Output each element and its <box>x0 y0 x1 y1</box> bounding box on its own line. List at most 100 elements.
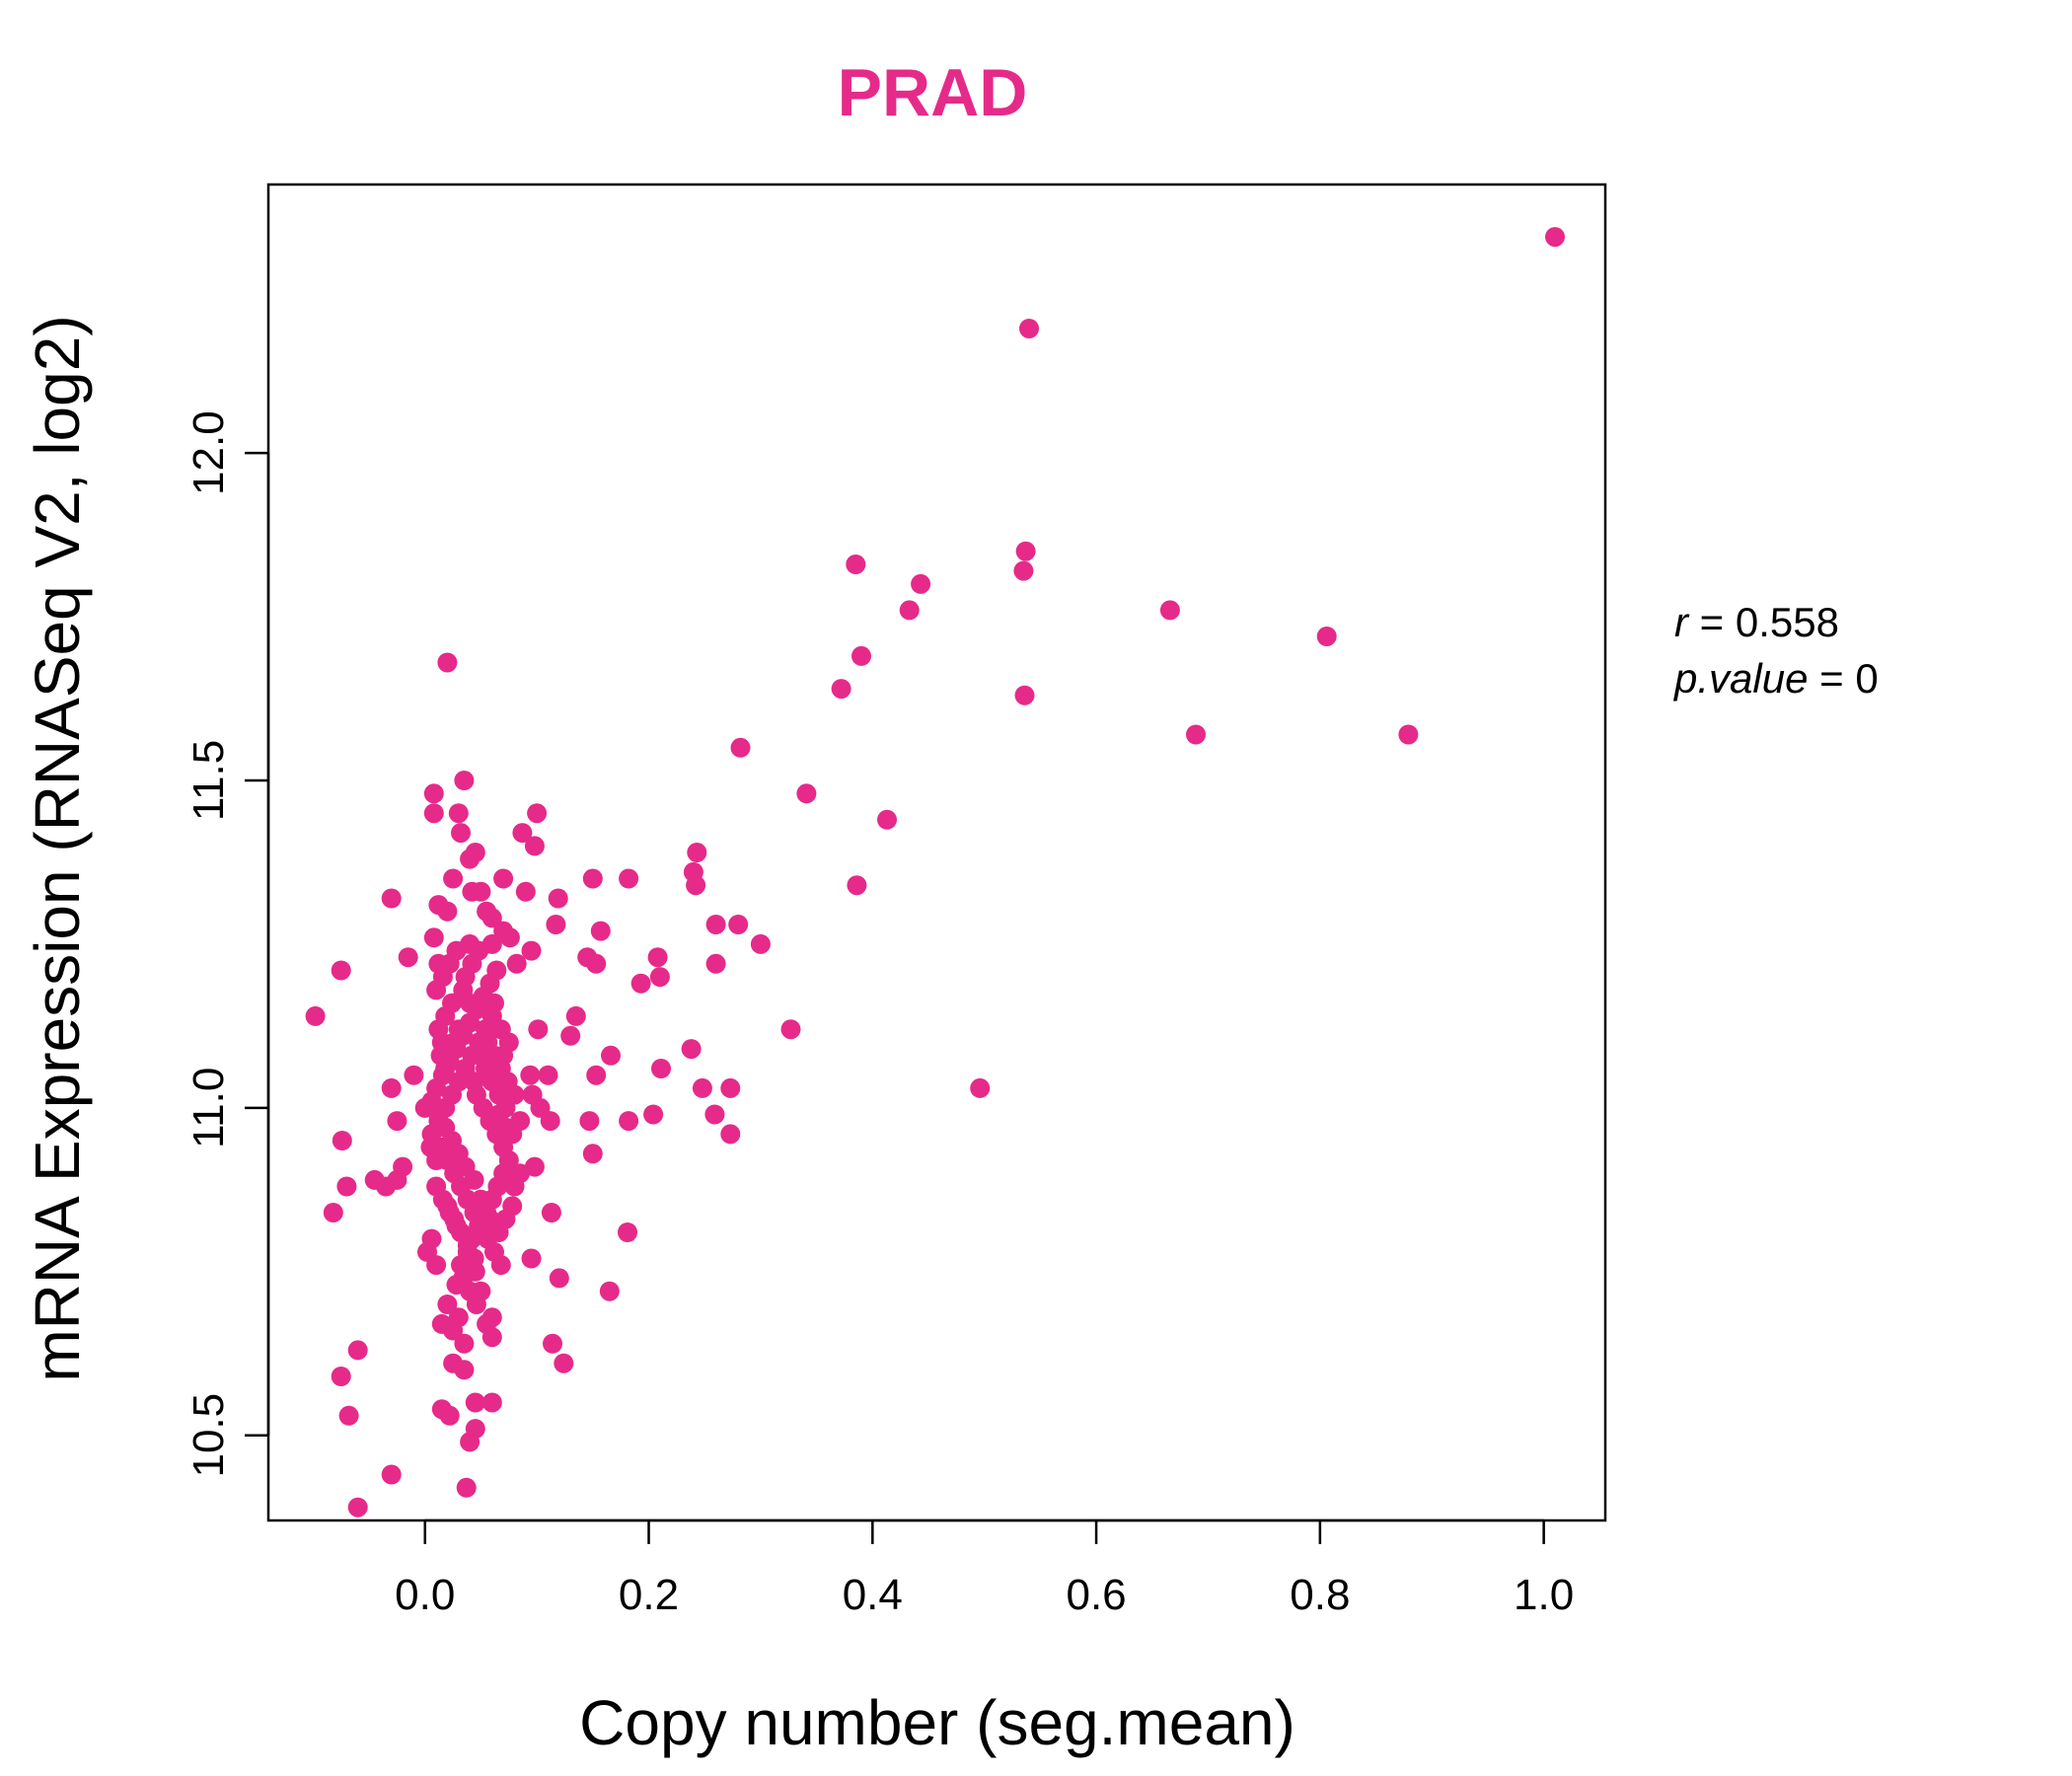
data-point <box>499 927 520 948</box>
data-point <box>582 1144 603 1164</box>
data-point <box>720 1077 741 1098</box>
data-point <box>456 1477 477 1498</box>
data-point <box>454 771 475 790</box>
data-point <box>428 895 449 916</box>
data-point <box>1545 227 1565 248</box>
data-point <box>1316 627 1337 646</box>
data-point <box>705 953 726 974</box>
data-point <box>443 868 464 889</box>
data-point <box>381 888 402 909</box>
data-point <box>560 1025 581 1046</box>
data-point <box>720 1124 741 1145</box>
data-point <box>687 843 707 862</box>
x-axis-label: Copy number (seg.mean) <box>579 1687 1295 1758</box>
data-point <box>484 993 504 1013</box>
p-value: 0 <box>1855 655 1878 702</box>
data-point <box>477 1313 497 1334</box>
data-point <box>446 1216 467 1236</box>
data-point <box>437 1295 458 1314</box>
data-point <box>515 881 536 902</box>
data-point <box>541 1203 561 1222</box>
data-point <box>423 927 444 948</box>
data-point <box>332 1131 352 1150</box>
data-point <box>469 940 489 961</box>
x-tick-label: 0.2 <box>619 1571 679 1619</box>
data-point <box>435 1059 456 1078</box>
data-point <box>1013 560 1034 581</box>
data-point <box>428 1019 449 1040</box>
r-label: r <box>1674 599 1690 645</box>
y-axis: 10.5 11.0 11.5 12.0 <box>185 410 270 1478</box>
data-point <box>847 875 867 896</box>
y-tick-label: 10.5 <box>185 1393 233 1478</box>
data-point <box>521 940 542 961</box>
data-point <box>528 1019 549 1040</box>
p-label: p.value <box>1672 655 1808 702</box>
data-point <box>1015 541 1036 561</box>
r-annotation: r = 0.558 <box>1674 599 1839 645</box>
data-point <box>686 875 706 896</box>
data-point <box>970 1077 991 1098</box>
data-point <box>651 1059 671 1078</box>
data-point <box>423 783 444 804</box>
data-point <box>527 803 548 824</box>
y-tick-label: 12.0 <box>185 410 233 495</box>
x-tick-label: 0.6 <box>1066 1571 1126 1619</box>
data-point <box>331 1367 351 1386</box>
data-point <box>465 1392 485 1413</box>
data-point <box>347 1497 368 1517</box>
data-point <box>899 600 920 621</box>
data-point <box>750 933 771 954</box>
data-point <box>443 1353 464 1373</box>
data-point <box>439 1405 460 1426</box>
data-point <box>582 868 603 889</box>
data-point <box>305 1005 326 1026</box>
data-point <box>387 1169 407 1190</box>
data-point <box>618 1222 637 1242</box>
y-axis-label: mRNA Expression (RNASeq V2, log2) <box>22 315 93 1381</box>
data-point <box>538 1065 558 1085</box>
data-point <box>387 1111 407 1132</box>
data-point <box>510 1163 531 1184</box>
data-point <box>554 1353 574 1373</box>
data-point <box>486 960 507 981</box>
data-point <box>599 1281 620 1301</box>
x-tick-label: 0.4 <box>843 1571 903 1619</box>
data-point <box>460 993 481 1013</box>
y-tick-label: 11.0 <box>185 1068 233 1148</box>
data-point <box>1398 724 1419 745</box>
data-point <box>546 915 566 934</box>
data-point <box>506 953 527 974</box>
y-tick-label: 11.5 <box>185 740 233 821</box>
data-point <box>548 888 568 909</box>
data-point <box>846 555 866 574</box>
x-axis: 0.0 0.2 0.4 0.6 0.8 1.0 <box>395 1518 1574 1619</box>
x-tick-label: 0.0 <box>395 1571 455 1619</box>
data-point <box>443 1320 464 1341</box>
data-point <box>619 868 639 889</box>
data-point <box>464 1248 484 1269</box>
data-point <box>490 1019 511 1040</box>
data-point <box>464 1072 484 1092</box>
data-point <box>336 1176 357 1197</box>
data-point <box>522 1084 543 1105</box>
data-point <box>398 947 418 968</box>
data-point <box>524 836 545 856</box>
data-point <box>704 1104 725 1125</box>
data-point <box>543 1333 562 1354</box>
data-point <box>647 947 668 968</box>
data-point <box>488 1104 509 1125</box>
data-point <box>831 679 851 700</box>
data-point <box>681 1039 702 1060</box>
data-point <box>1159 600 1180 621</box>
data-point <box>619 1111 639 1132</box>
data-point <box>579 1111 600 1132</box>
data-point <box>1186 724 1206 745</box>
data-point <box>705 915 726 934</box>
data-point <box>796 783 817 804</box>
data-point <box>331 960 351 981</box>
data-point <box>520 1065 541 1085</box>
data-point <box>590 921 611 941</box>
data-point <box>454 1333 475 1354</box>
